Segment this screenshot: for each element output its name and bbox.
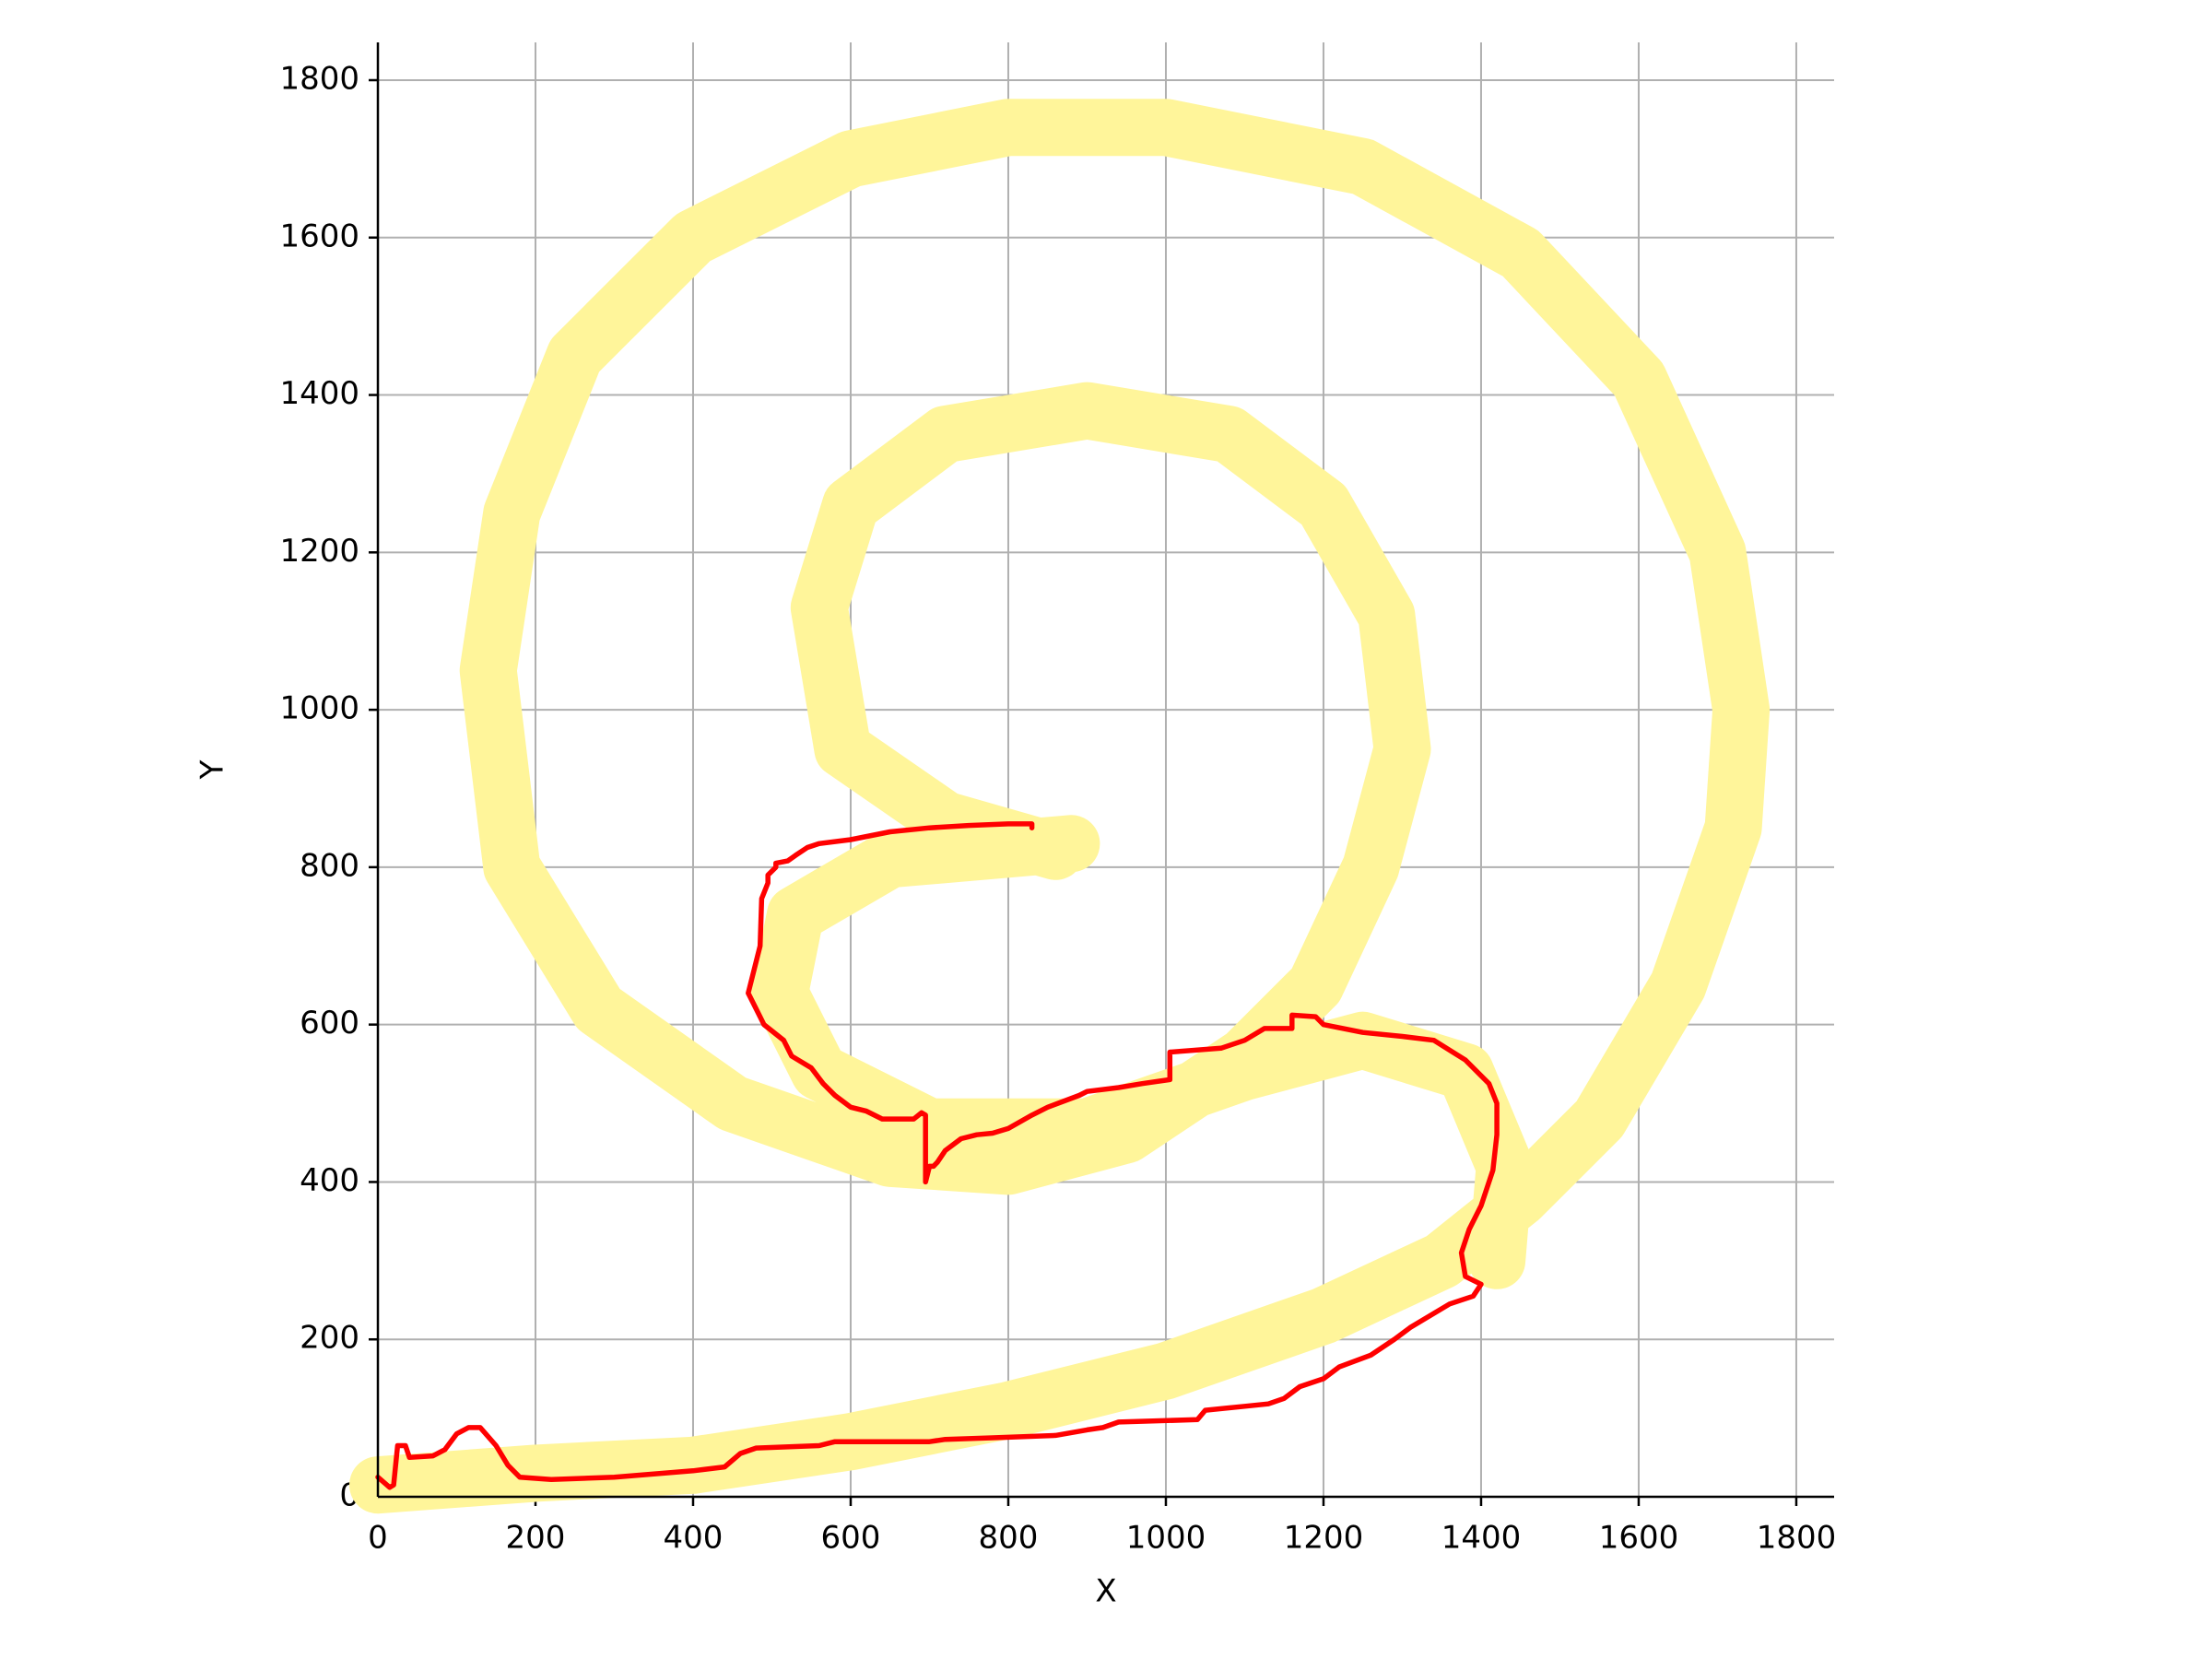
x-tick-label: 0 (368, 1520, 388, 1557)
x-tick-label: 400 (664, 1520, 724, 1557)
trajectory-line (375, 821, 1500, 1490)
y-tick-label: 400 (300, 1162, 359, 1199)
track-line (349, 99, 1771, 1514)
y-tick-label: 800 (300, 847, 359, 884)
y-tick-label: 1800 (279, 60, 359, 97)
y-axis-label: Y (194, 759, 231, 780)
x-tick-label: 1000 (1126, 1520, 1206, 1557)
x-tick-label: 200 (506, 1520, 566, 1557)
x-tick-label: 800 (979, 1520, 1039, 1557)
y-tick-label: 1000 (279, 690, 359, 727)
y-tick-label: 600 (300, 1005, 359, 1041)
y-tick-label: 1400 (279, 375, 359, 412)
y-tick-label: 200 (300, 1320, 359, 1357)
x-axis-label: X (1095, 1573, 1116, 1610)
y-tick-label: 1200 (279, 533, 359, 570)
x-tick-label: 1400 (1441, 1520, 1522, 1557)
y-tick-label: 1600 (279, 218, 359, 254)
x-tick-label: 1800 (1757, 1520, 1837, 1557)
x-tick-label: 1200 (1284, 1520, 1364, 1557)
x-tick-label: 600 (821, 1520, 881, 1557)
x-tick-label: 1600 (1599, 1520, 1679, 1557)
